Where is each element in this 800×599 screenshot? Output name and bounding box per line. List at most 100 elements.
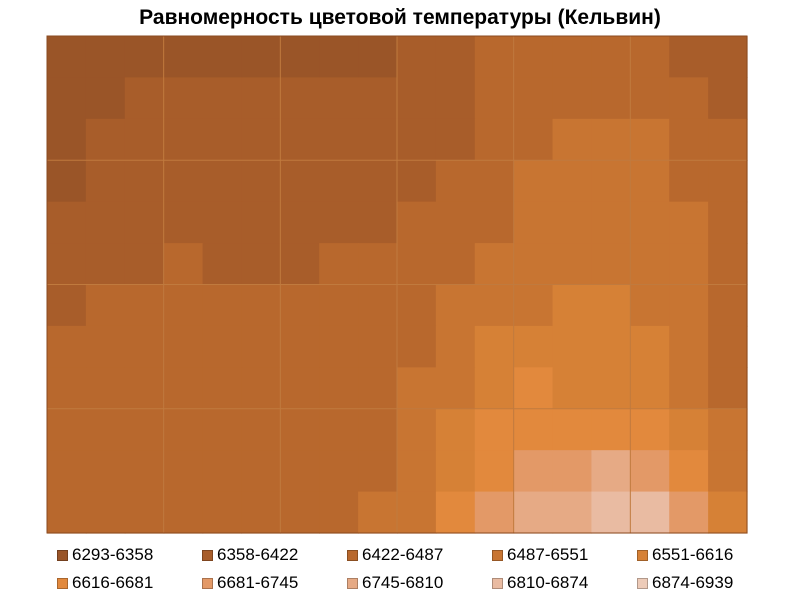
heatmap-cell	[280, 36, 320, 79]
legend-item: 6745-6810	[347, 573, 492, 593]
heatmap-cell	[241, 284, 281, 327]
heatmap-cell	[241, 118, 281, 161]
heatmap-cell	[669, 77, 709, 120]
heatmap-cell	[397, 367, 437, 410]
heatmap-cell	[474, 325, 515, 368]
heatmap-cell	[669, 160, 709, 203]
heatmap-cell	[435, 243, 476, 286]
heatmap-cell	[435, 160, 476, 203]
heatmap-cell	[630, 201, 670, 244]
heatmap-cell	[630, 408, 670, 451]
heatmap-cell	[85, 160, 126, 203]
heatmap-cell	[358, 201, 398, 244]
heatmap-cell	[474, 77, 515, 120]
heatmap-cell	[474, 408, 515, 451]
heatmap-cell	[513, 160, 554, 203]
heatmap-cell	[708, 450, 748, 493]
heatmap-cell	[47, 367, 87, 410]
heatmap-cell	[397, 491, 437, 534]
heatmap-cell	[202, 118, 243, 161]
legend-item: 6874-6939	[637, 573, 782, 593]
heatmap-cell	[552, 408, 593, 451]
heatmap-cell	[280, 160, 320, 203]
heatmap-cell	[591, 367, 631, 410]
heatmap-cell	[435, 77, 476, 120]
heatmap-cell	[47, 160, 87, 203]
heatmap-cell	[241, 450, 281, 493]
heatmap-cell	[85, 201, 126, 244]
heatmap-cell	[202, 325, 243, 368]
legend-swatch	[492, 577, 503, 589]
heatmap-cell	[397, 325, 437, 368]
legend-swatch	[637, 549, 648, 561]
heatmap-cell	[397, 118, 437, 161]
heatmap-cell	[124, 160, 165, 203]
heatmap-cell	[124, 408, 165, 451]
heatmap-cell	[85, 450, 126, 493]
heatmap-cell	[202, 243, 243, 286]
legend-label: 6874-6939	[652, 573, 734, 592]
heatmap-cell	[319, 367, 359, 410]
heatmap-cell	[669, 118, 709, 161]
heatmap-cell	[474, 243, 515, 286]
heatmap-cell	[47, 491, 87, 534]
heatmap-cell	[474, 160, 515, 203]
heatmap-cell	[552, 367, 593, 410]
heatmap-cell	[669, 408, 709, 451]
heatmap-cell	[358, 243, 398, 286]
heatmap-cell	[319, 284, 359, 327]
heatmap-cell	[513, 325, 554, 368]
heatmap-cell	[124, 491, 165, 534]
heatmap-cell	[47, 201, 87, 244]
heatmap-cell	[280, 284, 320, 327]
heatmap-cell	[319, 118, 359, 161]
heatmap-cell	[630, 160, 670, 203]
heatmap-cell	[241, 243, 281, 286]
heatmap-cell	[669, 450, 709, 493]
legend-item: 6293-6358	[57, 545, 202, 565]
heatmap-cell	[124, 325, 165, 368]
heatmap-cell	[669, 36, 709, 79]
heatmap-cell	[280, 201, 320, 244]
heatmap-cell	[163, 325, 204, 368]
legend-swatch	[637, 577, 648, 589]
heatmap-cell	[202, 284, 243, 327]
heatmap-cell	[163, 77, 204, 120]
heatmap-cell	[85, 77, 126, 120]
heatmap-cell	[85, 243, 126, 286]
heatmap-cell	[630, 243, 670, 286]
heatmap-cell	[552, 77, 593, 120]
legend-item: 6551-6616	[637, 545, 782, 565]
heatmap-cell	[630, 450, 670, 493]
heatmap-cell	[124, 450, 165, 493]
heatmap-cell	[630, 367, 670, 410]
heatmap-cell	[358, 408, 398, 451]
legend-item: 6616-6681	[57, 573, 202, 593]
heatmap-cell	[591, 284, 631, 327]
legend-item: 6422-6487	[347, 545, 492, 565]
heatmap-cell	[358, 325, 398, 368]
legend-label: 6551-6616	[652, 545, 734, 564]
heatmap-cell	[397, 243, 437, 286]
heatmap-cell	[85, 367, 126, 410]
heatmap-cell	[241, 325, 281, 368]
heatmap-cell	[358, 160, 398, 203]
heatmap-cell	[202, 367, 243, 410]
legend-label: 6358-6422	[217, 545, 299, 564]
heatmap-cell	[202, 160, 243, 203]
heatmap-cell	[47, 77, 87, 120]
heatmap-cell	[202, 491, 243, 534]
heatmap-cell	[85, 118, 126, 161]
heatmap-cell	[435, 450, 476, 493]
plot-border	[46, 35, 748, 534]
heatmap-cell	[513, 408, 554, 451]
heatmap-cell	[708, 118, 748, 161]
heatmap-cell	[241, 77, 281, 120]
heatmap-cell	[708, 243, 748, 286]
heatmap-cell	[708, 325, 748, 368]
heatmap-cell	[591, 160, 631, 203]
heatmap-cell	[708, 160, 748, 203]
heatmap-cell	[552, 243, 593, 286]
heatmap-cell	[513, 118, 554, 161]
legend-row: 6616-6681 6681-6745 6745-6810 6810-6874 …	[57, 569, 797, 597]
